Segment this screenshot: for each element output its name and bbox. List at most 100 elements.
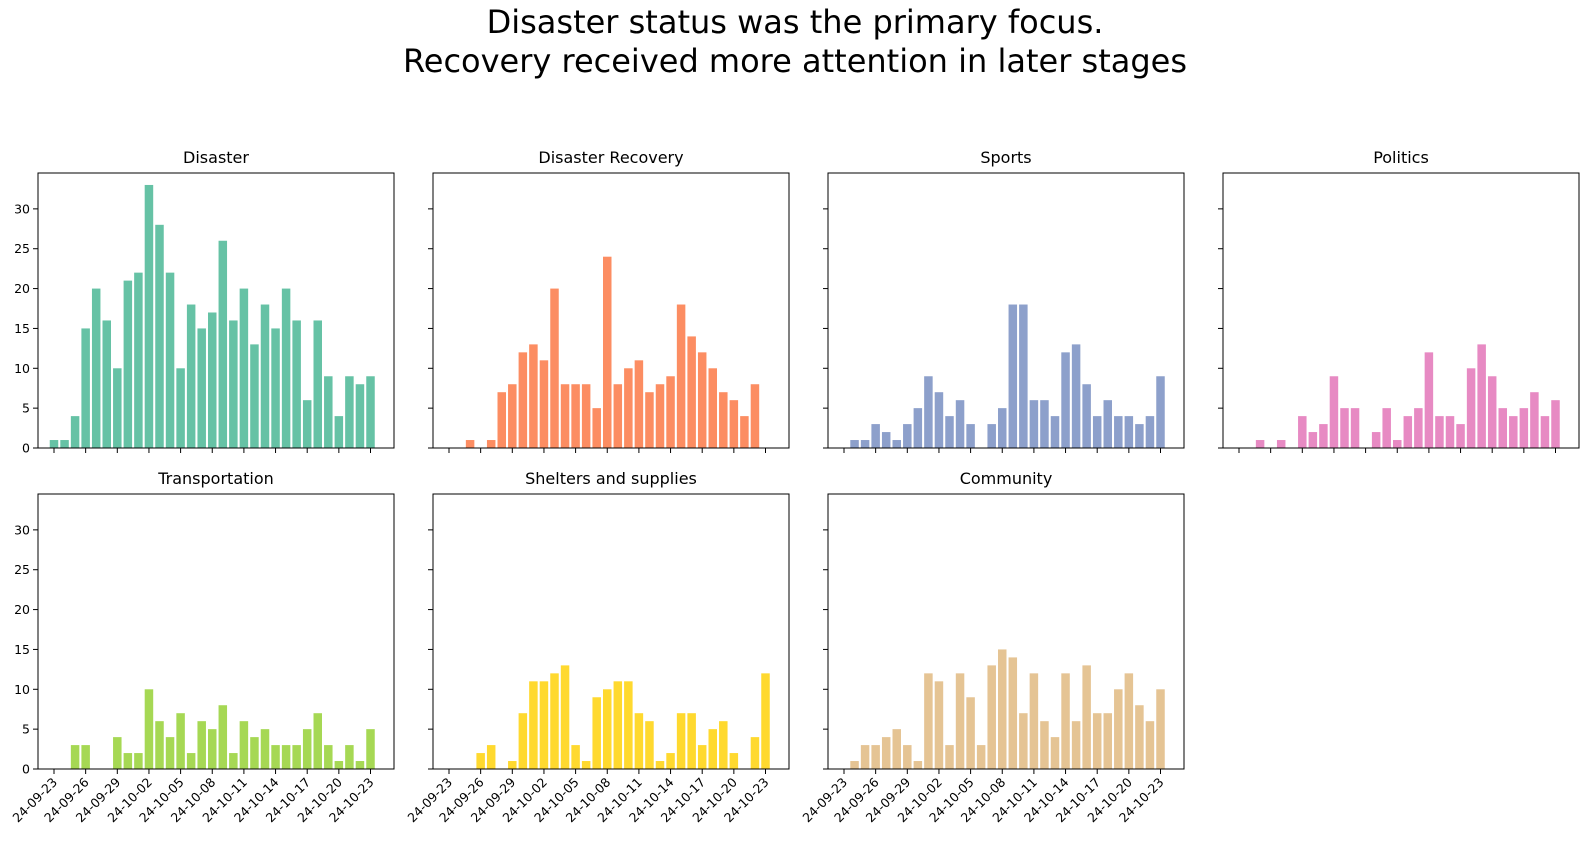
bar <box>250 737 259 769</box>
bar <box>260 304 270 448</box>
axes-frame <box>827 493 1185 770</box>
bar <box>750 737 760 769</box>
bar <box>903 745 912 769</box>
bar <box>666 376 675 448</box>
bar <box>945 416 954 448</box>
bar <box>892 440 901 448</box>
bar <box>871 745 880 769</box>
bar <box>1466 368 1476 448</box>
bar <box>1008 304 1018 448</box>
bar <box>1530 392 1539 448</box>
bar <box>966 424 975 448</box>
bar <box>1071 344 1081 448</box>
bar <box>529 344 538 448</box>
bar <box>1145 721 1155 769</box>
bar <box>998 649 1007 769</box>
bar <box>998 408 1007 448</box>
bar <box>1092 713 1102 769</box>
bar <box>134 753 143 769</box>
bar <box>186 753 196 769</box>
bar <box>1008 657 1018 769</box>
bar <box>634 713 644 769</box>
bar <box>229 320 238 448</box>
bar <box>176 368 185 448</box>
bar <box>655 761 665 769</box>
bar <box>155 721 164 769</box>
bar <box>1319 424 1328 448</box>
bar <box>1551 400 1560 448</box>
subplot-title: Sports <box>980 148 1031 167</box>
bar <box>271 745 280 769</box>
bar <box>1156 689 1165 769</box>
bar <box>366 729 375 769</box>
bar <box>666 753 675 769</box>
bar <box>871 424 880 448</box>
bar <box>1019 304 1028 448</box>
bar <box>1103 400 1112 448</box>
bar <box>539 360 549 448</box>
subplot-grid: Disaster 0 5 10 15 20 25 30 Disaster Recovery Spo… <box>9 148 1580 825</box>
bar <box>102 320 111 448</box>
y-tick-label: 20 <box>14 281 30 296</box>
bar <box>497 392 506 448</box>
bar <box>113 737 122 769</box>
bar <box>550 673 559 769</box>
subplot-transportation: Transportation05101520253024-09-2324-09-… <box>9 469 395 825</box>
bar <box>1350 408 1360 448</box>
bar <box>123 280 133 448</box>
bar <box>913 408 923 448</box>
bar <box>465 440 475 448</box>
bar <box>60 440 69 448</box>
bar <box>324 745 333 769</box>
bar <box>345 745 354 769</box>
bar <box>613 384 623 448</box>
bar <box>1124 416 1134 448</box>
bar <box>208 312 217 448</box>
bar <box>761 673 770 769</box>
bar <box>655 384 665 448</box>
bar <box>645 721 654 769</box>
bar <box>229 753 238 769</box>
bar <box>719 392 728 448</box>
bar <box>1135 424 1144 448</box>
bar <box>165 737 175 769</box>
bar <box>740 416 749 448</box>
bar <box>1498 408 1507 448</box>
bar <box>924 673 933 769</box>
bar <box>645 392 654 448</box>
bar <box>966 697 975 769</box>
bar <box>302 729 312 769</box>
bar <box>281 288 291 448</box>
bar <box>1145 416 1155 448</box>
subplot-title: Shelters and supplies <box>525 469 697 488</box>
bar <box>976 745 986 769</box>
bar <box>881 737 891 769</box>
y-tick-label: 10 <box>14 361 30 376</box>
bar <box>850 761 859 769</box>
bar <box>313 713 322 769</box>
bar <box>476 753 485 769</box>
bar <box>292 745 301 769</box>
bar <box>987 424 996 448</box>
bar <box>70 745 80 769</box>
bar <box>934 392 944 448</box>
bar <box>1519 408 1529 448</box>
bar <box>1156 376 1165 448</box>
bar <box>1050 416 1060 448</box>
bar <box>1456 424 1465 448</box>
bar <box>239 288 249 448</box>
bar <box>1435 416 1444 448</box>
bar <box>687 336 696 448</box>
bar <box>529 681 538 769</box>
bar <box>1061 673 1070 769</box>
bar <box>1050 737 1060 769</box>
bar <box>1403 416 1413 448</box>
bar <box>302 400 312 448</box>
bar <box>366 376 375 448</box>
bar <box>197 721 206 769</box>
bar <box>1092 416 1102 448</box>
bar <box>313 320 322 448</box>
bar <box>1414 408 1423 448</box>
bar <box>560 665 570 769</box>
bar <box>945 745 954 769</box>
